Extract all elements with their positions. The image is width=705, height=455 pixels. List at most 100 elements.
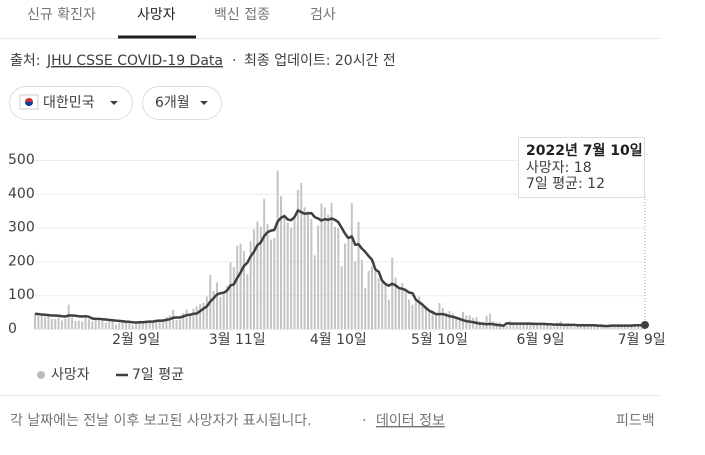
bar xyxy=(114,324,117,329)
bar xyxy=(583,324,586,329)
bar xyxy=(178,319,181,329)
bar xyxy=(576,326,579,329)
bar xyxy=(242,250,245,329)
bar xyxy=(273,238,276,329)
bar xyxy=(266,224,269,329)
legend-label: 사망자 xyxy=(51,367,90,383)
range-select[interactable] xyxy=(142,86,222,120)
tooltip-line: 7일 평균: 12 xyxy=(526,176,605,192)
bar xyxy=(276,170,279,329)
x-tick-label: 7월 9일 xyxy=(618,332,666,348)
bar xyxy=(249,241,252,329)
bar xyxy=(306,211,309,329)
bar xyxy=(586,325,589,329)
bar xyxy=(131,324,134,329)
bar xyxy=(256,221,259,329)
bar xyxy=(145,320,148,329)
bar xyxy=(246,274,249,329)
chart: 0 100 200 300 400 500 2월 9일 3월 11일 4월 10일 5월 10일 6… xyxy=(8,137,666,348)
bar xyxy=(44,316,47,329)
bar xyxy=(590,326,593,329)
bar xyxy=(71,317,74,329)
source-link[interactable]: JHU CSSE COVID-19 Data xyxy=(46,53,223,69)
bar xyxy=(505,325,508,329)
country-select[interactable] xyxy=(9,86,133,120)
source-label: 출처: xyxy=(10,53,40,69)
y-tick-label: 400 xyxy=(8,186,35,202)
bar xyxy=(360,259,363,329)
bar xyxy=(637,325,640,329)
tab-active[interactable]: 사망자 xyxy=(137,7,176,23)
bar xyxy=(488,313,491,329)
bar xyxy=(394,277,397,329)
caret xyxy=(200,101,208,105)
bar xyxy=(185,309,188,329)
bar xyxy=(205,296,208,329)
bar xyxy=(367,270,370,329)
bar xyxy=(296,189,299,329)
y-tick-label: 300 xyxy=(8,220,35,236)
bar xyxy=(195,306,198,329)
tab[interactable]: 검사 xyxy=(310,7,336,23)
bar xyxy=(539,322,542,329)
y-tick-label: 0 xyxy=(8,321,17,337)
bar xyxy=(563,325,566,329)
bar xyxy=(627,326,630,329)
country: 대한민국 xyxy=(43,95,95,111)
bar xyxy=(455,317,458,329)
bar xyxy=(387,299,390,329)
bar xyxy=(327,214,330,329)
bar xyxy=(290,227,293,329)
tab[interactable]: 백신 접종 xyxy=(214,7,270,23)
bar xyxy=(435,314,438,329)
bar xyxy=(354,261,357,329)
updated: 최종 업데이트: 20시간 전 xyxy=(244,53,396,69)
bar xyxy=(77,320,80,329)
bar xyxy=(347,239,350,329)
separator: · xyxy=(232,53,236,69)
bar xyxy=(448,311,451,329)
avg-line xyxy=(34,209,646,328)
bar xyxy=(411,304,414,329)
bar xyxy=(515,322,518,329)
bar xyxy=(428,309,431,329)
data-info-link[interactable]: 데이터 정보 xyxy=(376,413,445,429)
bar xyxy=(542,322,545,329)
bar xyxy=(374,270,377,329)
tab[interactable]: 신규 확진자 xyxy=(27,7,96,23)
bar xyxy=(34,313,36,329)
bar xyxy=(340,266,343,329)
bar xyxy=(215,282,218,329)
x-tick-label: 3월 11일 xyxy=(209,332,266,348)
bar xyxy=(482,323,485,329)
bar xyxy=(98,320,101,329)
bar xyxy=(350,203,353,329)
bar xyxy=(418,296,421,329)
x-tick-label: 6월 9일 xyxy=(517,332,565,348)
bar xyxy=(192,308,195,329)
flag-circle xyxy=(25,102,33,106)
bar xyxy=(596,325,599,329)
bar xyxy=(633,324,636,329)
bar xyxy=(458,320,461,329)
x-tick-label: 5월 10일 xyxy=(411,332,468,348)
bar xyxy=(202,302,205,329)
bar xyxy=(485,315,488,329)
bar xyxy=(121,322,124,329)
feedback-link[interactable]: 피드백 xyxy=(616,413,655,429)
bar xyxy=(108,321,111,329)
bar xyxy=(391,257,394,329)
bar xyxy=(168,315,171,329)
bar xyxy=(522,323,525,329)
bar xyxy=(199,303,202,329)
bar xyxy=(532,324,535,329)
caret xyxy=(110,101,118,105)
y-tick-label: 100 xyxy=(8,287,35,303)
bar xyxy=(377,278,380,329)
bar xyxy=(47,315,50,329)
bar xyxy=(344,243,347,329)
bar xyxy=(64,318,67,329)
bar xyxy=(182,313,185,329)
bar xyxy=(320,203,323,329)
bar xyxy=(529,322,532,329)
